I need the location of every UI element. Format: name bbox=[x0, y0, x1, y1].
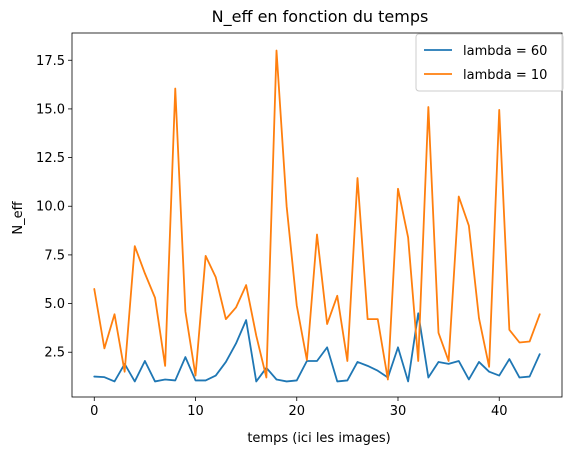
x-axis-ticks: 0 10 20 30 40 bbox=[90, 397, 508, 419]
y-tick-label: 17.5 bbox=[36, 54, 65, 69]
x-tick-label: 0 bbox=[90, 404, 98, 419]
chart-title: N_eff en fonction du temps bbox=[212, 7, 429, 27]
series-line-0 bbox=[93, 312, 541, 383]
x-axis-label: temps (ici les images) bbox=[247, 431, 390, 446]
series-line-1 bbox=[93, 49, 541, 381]
y-tick-label: 12.5 bbox=[36, 151, 65, 166]
y-axis-ticks: 2.5 5.0 7.5 10.0 12.5 15.0 17.5 bbox=[36, 54, 72, 361]
x-tick-label: 20 bbox=[288, 404, 305, 419]
y-axis-label: N_eff bbox=[11, 200, 26, 234]
y-tick-label: 5.0 bbox=[44, 297, 65, 312]
legend-box bbox=[415, 33, 564, 92]
legend-label-lambda-10: lambda = 10 bbox=[463, 68, 547, 83]
legend-label-lambda-60: lambda = 60 bbox=[463, 44, 547, 59]
plot-frame bbox=[71, 32, 563, 398]
plot-lines bbox=[93, 49, 541, 383]
x-tick-label: 30 bbox=[390, 404, 407, 419]
y-tick-label: 7.5 bbox=[44, 248, 65, 263]
legend: lambda = 60 lambda = 10 bbox=[415, 33, 564, 92]
y-tick-label: 10.0 bbox=[36, 200, 65, 215]
x-tick-label: 10 bbox=[187, 404, 204, 419]
x-tick-label: 40 bbox=[491, 404, 508, 419]
y-tick-label: 2.5 bbox=[44, 346, 65, 361]
y-tick-label: 15.0 bbox=[36, 102, 65, 117]
